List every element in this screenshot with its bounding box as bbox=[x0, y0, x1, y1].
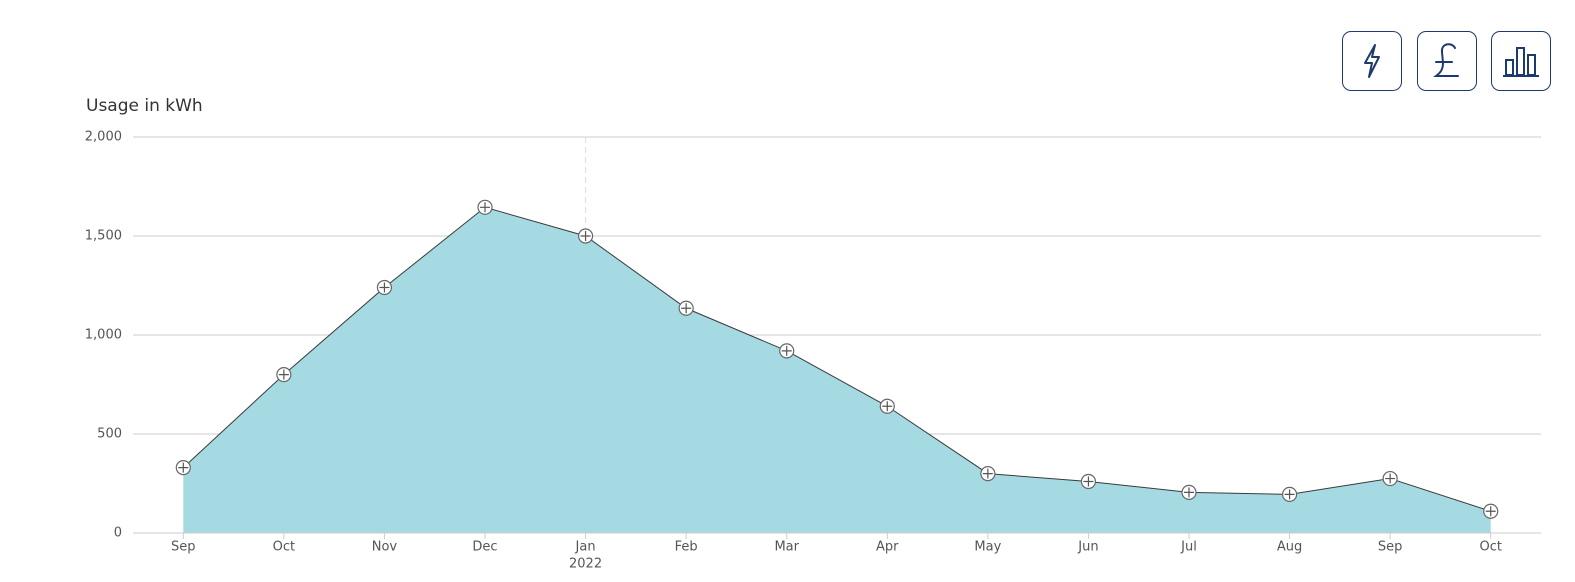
marker-circle bbox=[577, 228, 594, 244]
point-marker bbox=[980, 466, 996, 482]
x-tick-label: Nov bbox=[372, 540, 398, 555]
marker-plus bbox=[882, 401, 893, 412]
marker-circle bbox=[678, 300, 694, 316]
marker-circle bbox=[477, 199, 493, 215]
point-marker bbox=[1181, 484, 1197, 501]
marker-plus bbox=[480, 202, 490, 213]
marker-circle bbox=[1080, 473, 1097, 490]
marker-plus bbox=[1385, 473, 1396, 484]
marker-circle bbox=[1281, 486, 1298, 502]
marker-circle bbox=[175, 460, 191, 476]
energy-button[interactable] bbox=[1342, 31, 1402, 91]
x-tick-label: Mar bbox=[774, 540, 799, 555]
x-tick-label: Sep bbox=[1378, 540, 1403, 555]
x-tick-label: Sep bbox=[171, 540, 196, 555]
marker-circle bbox=[276, 367, 292, 383]
marker-circle bbox=[980, 466, 996, 482]
x-tick-label: Aug bbox=[1277, 540, 1302, 555]
marker-plus bbox=[1083, 476, 1094, 487]
point-marker bbox=[1382, 470, 1398, 487]
marker-plus bbox=[681, 303, 692, 314]
area-line bbox=[182, 206, 1491, 512]
chart-button[interactable] bbox=[1491, 31, 1551, 91]
y-tick-label: 1,000 bbox=[85, 328, 122, 343]
point-marker bbox=[1281, 486, 1298, 502]
x-tick-label: Jan bbox=[575, 540, 596, 555]
marker-circle bbox=[1181, 484, 1197, 501]
cost-button[interactable] bbox=[1417, 31, 1477, 91]
y-tick-label: 2,000 bbox=[85, 130, 122, 145]
x-group-label: 2022 bbox=[569, 557, 602, 572]
marker-plus bbox=[178, 462, 189, 473]
marker-plus bbox=[1184, 487, 1194, 498]
point-marker bbox=[779, 343, 795, 359]
point-marker bbox=[477, 199, 493, 215]
marker-circle bbox=[779, 343, 795, 359]
marker-circle bbox=[1382, 470, 1398, 487]
y-tick-label: 500 bbox=[97, 427, 122, 442]
marker-plus bbox=[781, 345, 792, 356]
marker-plus bbox=[982, 468, 993, 479]
point-marker bbox=[577, 228, 594, 244]
x-tick-label: Oct bbox=[273, 540, 295, 555]
point-marker bbox=[376, 279, 393, 296]
point-marker bbox=[678, 300, 694, 316]
x-tick-label: Apr bbox=[876, 540, 899, 555]
marker-plus bbox=[1485, 506, 1496, 517]
bars-icon bbox=[1503, 47, 1539, 77]
x-tick-label: Dec bbox=[472, 540, 497, 555]
marker-plus bbox=[1284, 489, 1295, 500]
point-marker bbox=[1483, 503, 1499, 519]
marker-circle bbox=[1483, 503, 1499, 519]
x-tick-label: Jun bbox=[1077, 540, 1098, 555]
area-fill bbox=[183, 207, 1491, 534]
x-tick-label: May bbox=[974, 540, 1001, 555]
y-tick-label: 0 bbox=[114, 526, 122, 541]
x-tick-label: Feb bbox=[675, 540, 698, 555]
marker-circle bbox=[376, 279, 393, 296]
x-tick-label: Oct bbox=[1479, 540, 1501, 555]
bolt-icon bbox=[1364, 44, 1380, 78]
y-axis-title: Usage in kWh bbox=[86, 96, 203, 116]
x-tick-label: Jul bbox=[1180, 540, 1197, 555]
point-marker bbox=[175, 460, 191, 476]
marker-plus bbox=[278, 369, 289, 380]
pound-icon bbox=[1433, 43, 1459, 77]
marker-circle bbox=[879, 398, 895, 414]
y-tick-label: 1,500 bbox=[85, 229, 122, 244]
marker-plus bbox=[379, 282, 390, 293]
point-marker bbox=[879, 398, 895, 414]
marker-plus bbox=[580, 231, 591, 241]
point-marker bbox=[1080, 473, 1097, 490]
point-marker bbox=[276, 367, 292, 383]
